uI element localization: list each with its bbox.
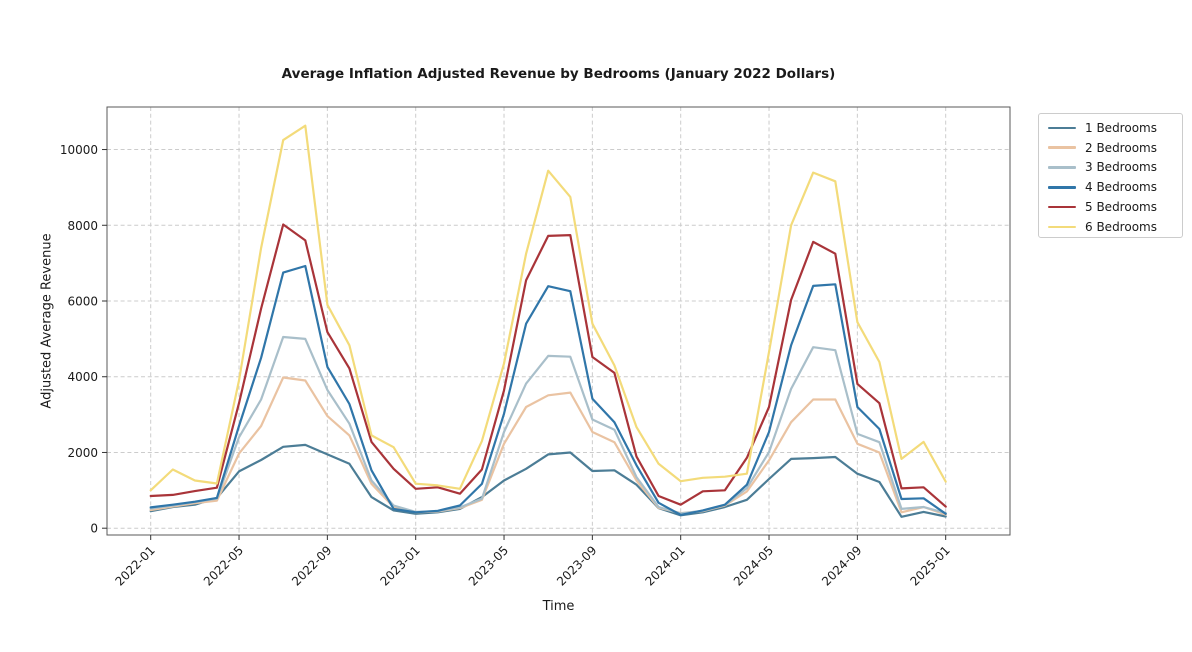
legend-label: 4 Bedrooms — [1085, 180, 1157, 195]
series-line-2-bedrooms — [149, 376, 947, 516]
x-tick-label: 2022-01 — [112, 543, 157, 588]
legend-label: 6 Bedrooms — [1085, 219, 1157, 234]
y-tick-label: 6000 — [67, 295, 98, 309]
series-line-1-bedrooms — [149, 443, 947, 518]
y-tick-label: 8000 — [67, 219, 98, 233]
legend-label: 3 Bedrooms — [1085, 160, 1157, 175]
series-line-4-bedrooms — [149, 264, 947, 517]
x-tick-label: 2023-01 — [377, 543, 422, 588]
x-tick-label: 2024-05 — [731, 543, 776, 588]
y-tick-label: 10000 — [60, 143, 98, 157]
legend-item-5-bedrooms: 5 Bedrooms — [1039, 197, 1182, 217]
x-tick-label: 2024-01 — [642, 543, 687, 588]
legend-line-swatch — [1048, 185, 1076, 189]
legend-label: 5 Bedrooms — [1085, 200, 1157, 215]
y-tick-label: 0 — [90, 522, 98, 536]
series-line-3-bedrooms — [149, 335, 947, 515]
x-tick-label: 2023-05 — [466, 543, 511, 588]
legend: 1 Bedrooms 2 Bedrooms 3 Bedrooms 4 Bedrooms… — [1038, 113, 1183, 238]
legend-item-1-bedrooms: 1 Bedrooms — [1039, 118, 1182, 138]
y-axis-label: Adjusted Average Revenue — [39, 233, 55, 409]
x-tick-label: 2024-09 — [819, 543, 864, 588]
chart-title: Average Inflation Adjusted Revenue by Be… — [281, 66, 836, 82]
legend-line-swatch — [1048, 146, 1076, 149]
plot-border — [106, 106, 1011, 536]
legend-label: 1 Bedrooms — [1085, 120, 1157, 135]
legend-line-swatch — [1048, 205, 1076, 209]
legend-item-3-bedrooms: 3 Bedrooms — [1039, 158, 1182, 178]
legend-line-swatch — [1048, 166, 1076, 169]
series-line-5-bedrooms — [149, 223, 947, 508]
legend-item-2-bedrooms: 2 Bedrooms — [1039, 138, 1182, 158]
legend-line-swatch — [1048, 126, 1076, 130]
legend-item-6-bedrooms: 6 Bedrooms — [1039, 217, 1182, 237]
legend-line-swatch — [1048, 225, 1076, 229]
x-axis-label: Time — [542, 599, 575, 614]
y-tick-label: 2000 — [67, 446, 98, 460]
series-line-6-bedrooms — [149, 124, 947, 492]
y-tick-label: 4000 — [67, 370, 98, 384]
x-tick-label: 2022-09 — [289, 543, 334, 588]
x-tick-label: 2025-01 — [907, 543, 952, 588]
x-tick-label: 2022-05 — [201, 543, 246, 588]
x-tick-label: 2023-09 — [554, 543, 599, 588]
legend-item-4-bedrooms: 4 Bedrooms — [1039, 177, 1182, 197]
legend-label: 2 Bedrooms — [1085, 140, 1157, 155]
